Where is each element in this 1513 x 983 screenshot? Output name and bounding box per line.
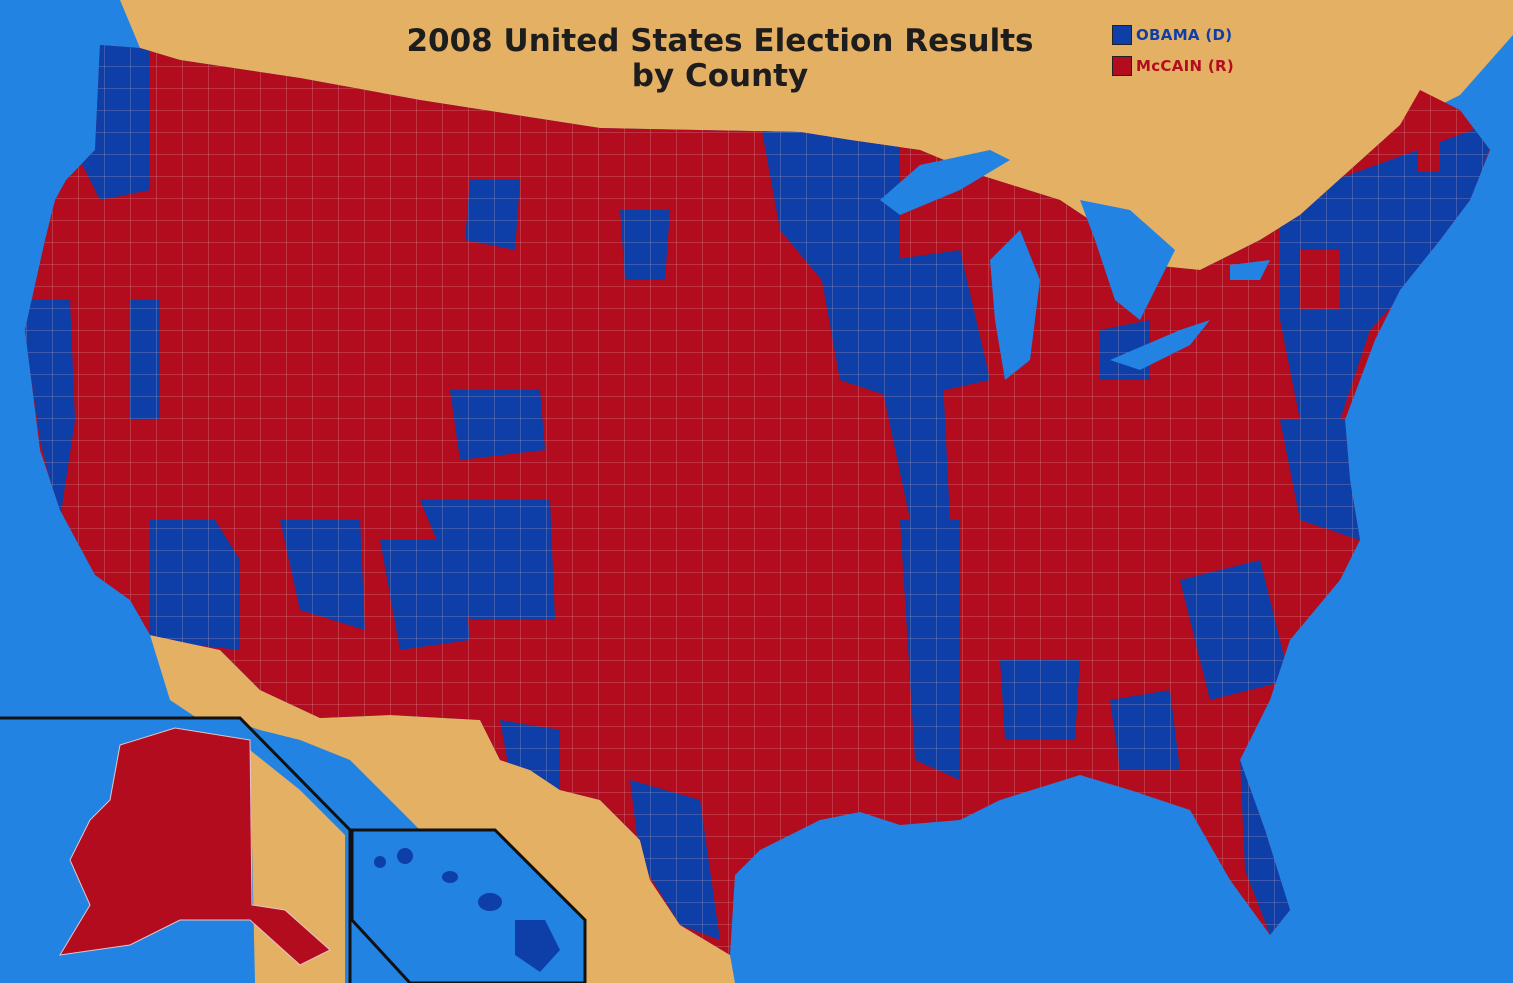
lake-erie xyxy=(1110,320,1210,370)
legend: OBAMA (D) McCAIN (R) xyxy=(1112,24,1234,86)
hawaii-island-oahu xyxy=(397,848,413,864)
lake-superior xyxy=(880,150,1010,215)
lake-huron xyxy=(1080,200,1175,320)
legend-label-mccain: McCAIN (R) xyxy=(1136,57,1235,75)
hawaii-island-big-island xyxy=(515,920,560,972)
hawaii-island-molokai xyxy=(442,871,458,883)
legend-item-obama: OBAMA (D) xyxy=(1112,24,1234,46)
canada-land xyxy=(120,0,1513,270)
map-title-line2: by County xyxy=(631,58,809,94)
map-title: 2008 United States Election Results by C… xyxy=(370,24,1070,94)
hawaii-inset xyxy=(350,828,587,983)
map-title-line1: 2008 United States Election Results xyxy=(406,23,1034,59)
legend-swatch-mccain xyxy=(1112,56,1132,76)
hawaii-island-maui xyxy=(478,893,502,911)
legend-label-obama: OBAMA (D) xyxy=(1136,26,1233,44)
hawaii-island-kauai xyxy=(374,856,386,868)
alaska-inset xyxy=(0,716,352,983)
mexico-land xyxy=(150,635,735,983)
great-lakes xyxy=(880,150,1270,380)
legend-swatch-obama xyxy=(1112,25,1132,45)
alaska-shape xyxy=(59,727,331,966)
legend-item-mccain: McCAIN (R) xyxy=(1112,55,1234,77)
lake-michigan xyxy=(990,230,1040,380)
alaska-inset-frame xyxy=(0,716,352,983)
lake-ontario xyxy=(1230,260,1270,280)
